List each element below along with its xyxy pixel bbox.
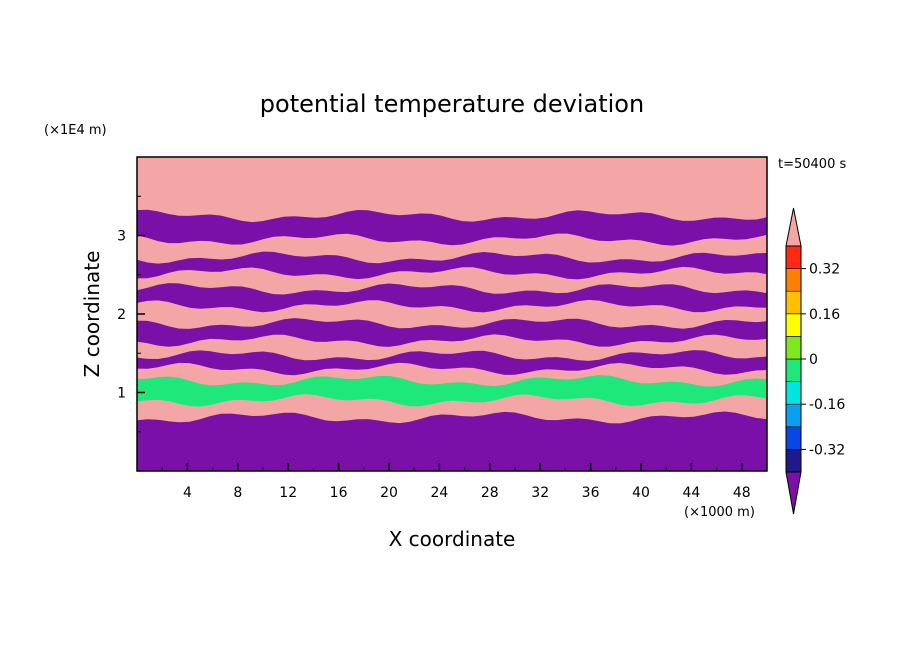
x-tick-label: 24 xyxy=(430,485,448,501)
x-tick-label: 36 xyxy=(582,485,600,501)
x-tick-label: 20 xyxy=(380,485,398,501)
contour-band xyxy=(137,411,767,471)
x-tick-label: 28 xyxy=(481,485,499,501)
colorbar: 0.32 0.16 0 -0.16 -0.32 xyxy=(785,207,845,515)
colorbar-extend-max xyxy=(785,207,802,247)
colorbar-segment xyxy=(785,336,802,360)
colorbar-tick-label: 0.16 xyxy=(809,307,840,323)
x-axis-label: X coordinate xyxy=(389,527,516,551)
y-tick-label: 1 xyxy=(117,386,126,402)
colorbar-segment xyxy=(785,268,802,292)
time-label: t=50400 s xyxy=(778,157,846,172)
colorbar-segment xyxy=(785,449,802,473)
x-tick-label: 48 xyxy=(733,485,751,501)
x-tick-label: 8 xyxy=(233,485,242,501)
colorbar-tick-label: -0.16 xyxy=(809,397,845,413)
colorbar-segment xyxy=(785,313,802,337)
colorbar-tick-label: -0.32 xyxy=(809,442,845,458)
colorbar-extend-min xyxy=(785,471,802,515)
y-unit-label: (×1E4 m) xyxy=(44,123,107,138)
colorbar-segment xyxy=(785,245,802,269)
colorbar-segment xyxy=(785,290,802,315)
y-tick-label: 2 xyxy=(117,307,126,323)
y-axis: 1 2 3 xyxy=(117,195,145,433)
x-axis: 4 8 12 16 20 24 28 32 36 40 44 48 xyxy=(161,463,751,501)
y-tick-label: 3 xyxy=(117,229,126,245)
y-axis-label: Z coordinate xyxy=(80,251,104,378)
x-tick-label: 12 xyxy=(279,485,297,501)
colorbar-segment xyxy=(785,403,802,428)
colorbar-tick-label: 0 xyxy=(809,352,818,368)
x-tick-label: 32 xyxy=(531,485,549,501)
colorbar-tick-label: 0.32 xyxy=(809,262,840,278)
x-unit-label: (×1000 m) xyxy=(684,505,755,520)
x-tick-label: 4 xyxy=(183,485,192,501)
contour-field xyxy=(137,171,767,471)
chart-title: potential temperature deviation xyxy=(260,90,644,118)
x-tick-label: 16 xyxy=(330,485,348,501)
colorbar-segment xyxy=(785,381,802,405)
plot-area xyxy=(137,157,767,471)
colorbar-segment xyxy=(785,426,802,450)
x-tick-label: 44 xyxy=(682,485,700,501)
colorbar-segment xyxy=(785,358,802,382)
x-tick-label: 40 xyxy=(632,485,650,501)
